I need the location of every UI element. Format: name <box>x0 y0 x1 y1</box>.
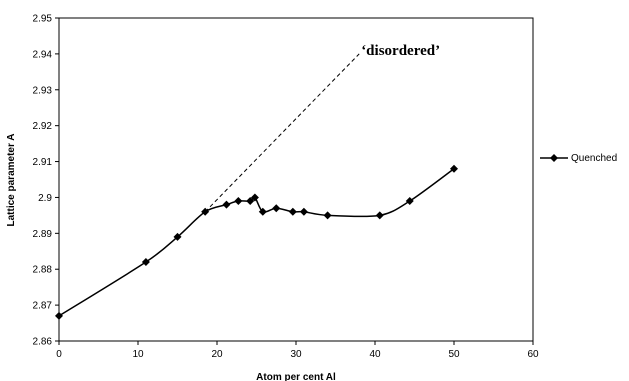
data-point <box>55 311 63 320</box>
x-tick-label: 30 <box>290 349 302 360</box>
x-tick-label: 0 <box>56 349 62 360</box>
x-tick-label: 60 <box>527 349 539 360</box>
disordered-annotation: ‘disordered’ <box>361 43 440 59</box>
data-point <box>323 211 332 220</box>
y-tick-label: 2.86 <box>33 337 53 348</box>
y-tick-label: 2.91 <box>33 157 53 168</box>
x-tick-label: 50 <box>448 349 460 360</box>
x-tick-label: 40 <box>369 349 381 360</box>
data-point <box>272 204 281 213</box>
series-line-quenched <box>58 168 455 317</box>
x-tick-label: 20 <box>211 349 223 360</box>
data-point <box>258 207 267 216</box>
y-tick-label: 2.94 <box>33 49 53 60</box>
y-tick-label: 2.95 <box>33 14 53 25</box>
y-tick-label: 2.92 <box>33 121 53 132</box>
data-point <box>450 164 458 173</box>
legend-marker <box>550 154 558 162</box>
legend-label: Quenched <box>571 153 617 164</box>
y-axis-label: Lattice parameter A <box>6 134 17 227</box>
series-layer <box>55 164 458 320</box>
data-point <box>141 258 150 267</box>
data-point <box>234 197 243 206</box>
x-axis-label: Atom per cent Al <box>256 372 336 381</box>
y-tick-label: 2.89 <box>33 229 53 240</box>
y-tick-label: 2.87 <box>33 301 53 312</box>
y-tick-label: 2.9 <box>38 193 52 204</box>
data-point <box>201 207 210 216</box>
plot-area-border <box>58 17 534 342</box>
y-tick-label: 2.93 <box>33 85 53 96</box>
legend: Quenched <box>540 153 617 164</box>
x-tick-label: 10 <box>132 349 144 360</box>
data-point <box>405 197 414 206</box>
annotation-layer: ‘disordered’ <box>204 43 440 213</box>
data-point <box>173 232 182 241</box>
data-point <box>246 197 255 206</box>
data-point <box>250 193 259 202</box>
data-point <box>375 211 384 220</box>
data-point <box>222 200 231 209</box>
y-axis: 2.86 2.87 2.88 2.89 2.9 2.91 2.92 2.93 2.94 2.95 <box>33 14 59 348</box>
y-tick-label: 2.88 <box>33 265 53 276</box>
data-point <box>288 207 297 216</box>
disordered-dashed-line <box>204 53 360 213</box>
data-point <box>299 207 308 216</box>
x-axis: 0 10 20 30 40 50 60 <box>56 341 539 360</box>
